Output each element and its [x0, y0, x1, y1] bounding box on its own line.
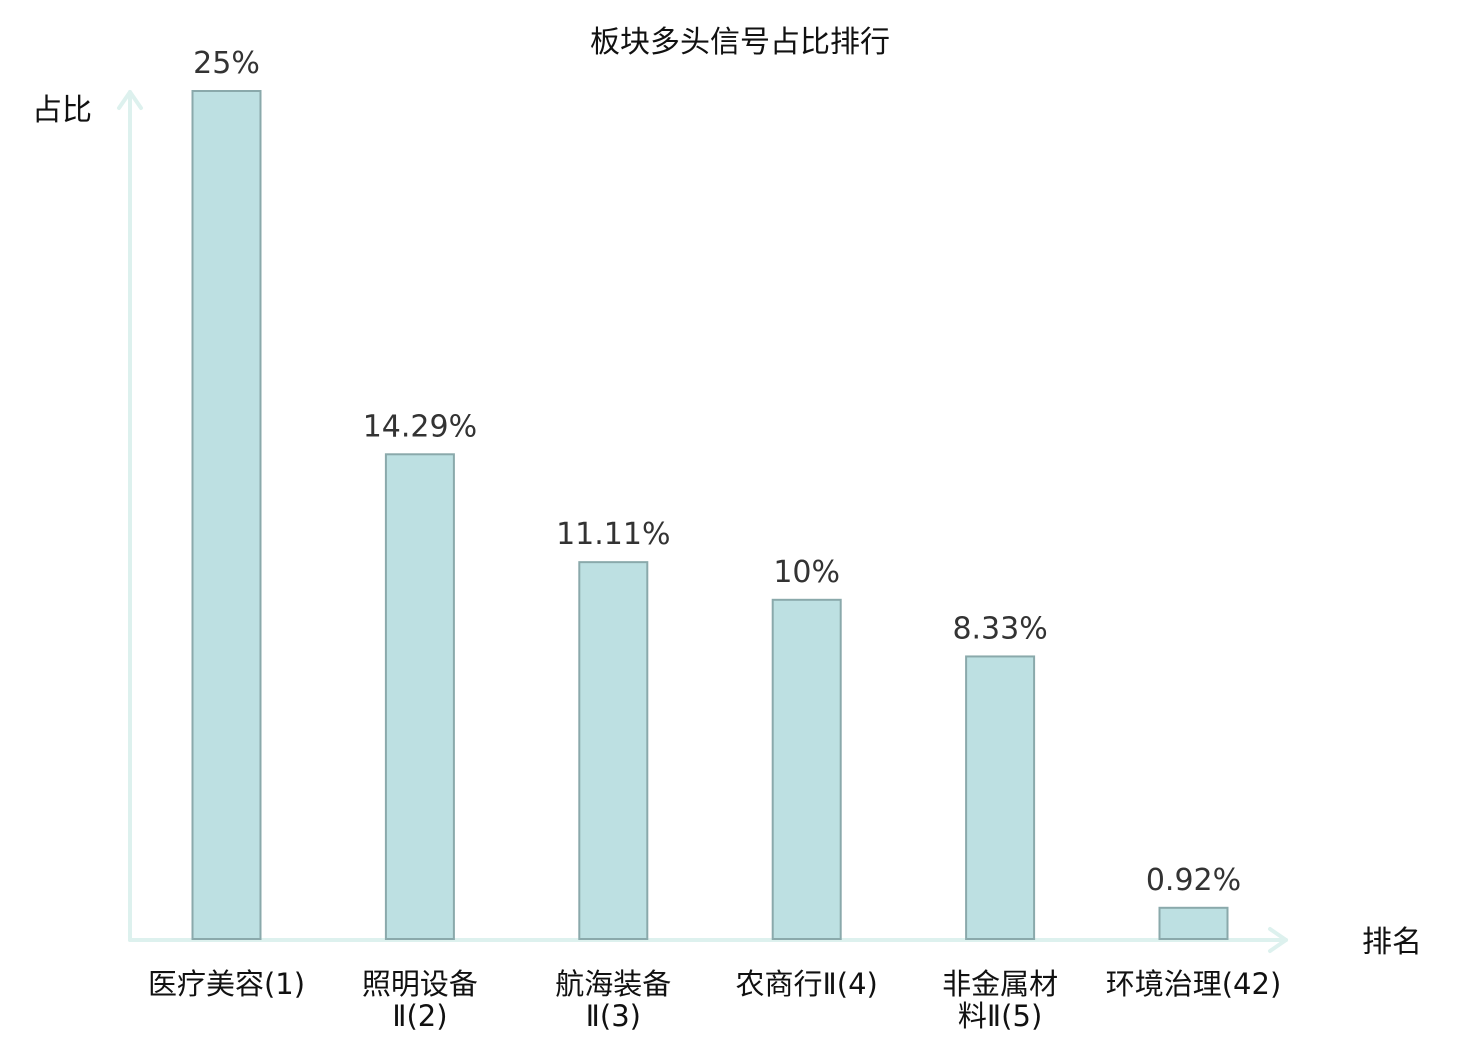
- category-label: 农商行Ⅱ(4): [736, 967, 878, 1001]
- value-label: 25%: [193, 46, 260, 81]
- x-axis: [128, 927, 1288, 953]
- category-label: 环境治理(42): [1106, 967, 1282, 1001]
- bar: [771, 598, 842, 940]
- category-label: 照明设备: [362, 967, 478, 1001]
- bar: [965, 655, 1036, 940]
- value-label: 11.11%: [556, 517, 670, 552]
- category-label: Ⅱ(2): [392, 999, 447, 1033]
- bar: [384, 453, 455, 940]
- bar: [578, 561, 649, 940]
- value-labels-group: 25% 14.29% 11.11% 10% 8.33% 0.92%: [193, 46, 1241, 898]
- category-label: 医疗美容(1): [148, 967, 305, 1001]
- category-label: 航海装备: [555, 967, 671, 1001]
- x-axis-title: 排名: [1362, 925, 1422, 960]
- value-label: 0.92%: [1146, 863, 1241, 898]
- chart-title: 板块多头信号占比排行: [590, 25, 890, 60]
- value-label: 14.29%: [363, 409, 477, 444]
- bar: [1158, 906, 1229, 940]
- category-label: 非金属材: [942, 967, 1058, 1001]
- category-label: Ⅱ(3): [586, 999, 641, 1033]
- value-label: 8.33%: [952, 611, 1047, 646]
- category-label: 料Ⅱ(5): [958, 999, 1042, 1033]
- bar: [191, 90, 262, 940]
- bars-group: [191, 90, 1229, 940]
- value-label: 10%: [773, 555, 840, 590]
- y-axis-title: 占比: [32, 93, 92, 128]
- y-axis: [117, 90, 143, 942]
